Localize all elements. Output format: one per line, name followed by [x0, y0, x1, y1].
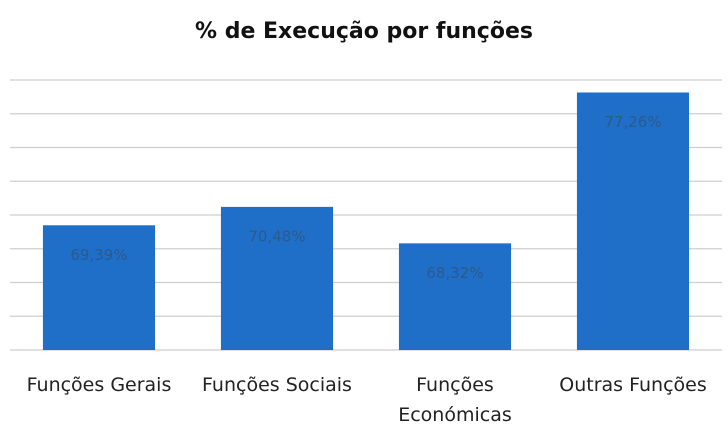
- data-label: 69,39%: [70, 246, 127, 264]
- x-tick-label: Funções Sociais: [202, 374, 352, 396]
- bar: [576, 92, 690, 351]
- data-label: 77,26%: [604, 113, 661, 131]
- x-tick-label: Outras Funções: [559, 374, 707, 396]
- x-tick-label: Funções Gerais: [26, 374, 172, 396]
- x-tick-label: Funções Económicas: [398, 374, 512, 425]
- chart-title: % de Execução por funções: [195, 19, 533, 44]
- bar: [398, 243, 512, 350]
- data-label: 70,48%: [248, 227, 305, 245]
- bar: [42, 225, 156, 350]
- data-label: 68,32%: [426, 264, 483, 282]
- bar: [220, 206, 334, 350]
